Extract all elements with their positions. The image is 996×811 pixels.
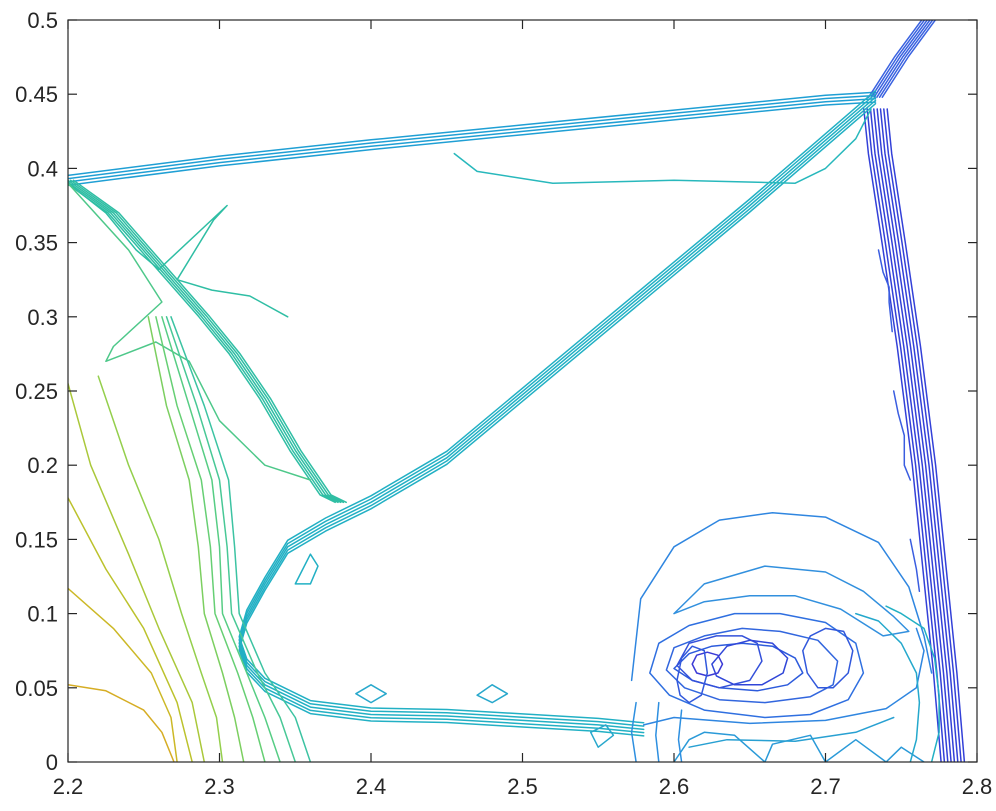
contour-vortex-side-3 bbox=[688, 716, 895, 748]
contour-incident-shock-3 bbox=[68, 94, 877, 180]
contour-mach-stem-6 bbox=[879, 108, 959, 762]
x-tick-label: 2.3 bbox=[204, 774, 235, 799]
contour-wall-blob-1 bbox=[589, 724, 615, 748]
y-tick-label: 0.25 bbox=[15, 379, 58, 404]
contour-vortex-bottom-2 bbox=[673, 731, 925, 762]
y-tick-label: 0.5 bbox=[27, 8, 58, 33]
contour-wall-blob-3 bbox=[476, 684, 509, 704]
contour-fan-4 bbox=[155, 316, 266, 762]
contour-fan-6 bbox=[97, 375, 224, 762]
contour-incident-shock-4 bbox=[68, 91, 877, 177]
x-tick-label: 2.6 bbox=[659, 774, 690, 799]
contour-reflected-upper-3 bbox=[873, 20, 928, 98]
contour-mach-stem-5 bbox=[876, 108, 956, 762]
y-tick-label: 0.35 bbox=[15, 231, 58, 256]
y-tick-label: 0.1 bbox=[27, 602, 58, 627]
contour-vortex-side-5 bbox=[655, 701, 660, 762]
contour-vortex-arc bbox=[673, 565, 910, 637]
contour-mach-stem-2 bbox=[866, 108, 946, 762]
contour-mach-stem-7 bbox=[883, 108, 962, 762]
contour-curved-shock-2 bbox=[68, 181, 339, 504]
contour-spike-lower bbox=[68, 182, 312, 481]
contour-mach-stem-4 bbox=[873, 108, 952, 762]
contour-vortex-side-1 bbox=[885, 605, 940, 762]
contour-reflected-upper-2 bbox=[870, 20, 926, 98]
contour-vortex-side-4 bbox=[630, 701, 637, 762]
contour-fan-3 bbox=[161, 316, 281, 762]
y-tick-labels: 0 0.05 0.1 0.15 0.2 0.25 0.3 0.35 0.4 0.45 0.5 bbox=[15, 8, 58, 775]
contour-curved-shock-5 bbox=[72, 179, 347, 504]
contour-fan-8 bbox=[68, 497, 193, 762]
x-tick-label: 2.2 bbox=[53, 774, 84, 799]
contour-mach-stem-ripple-1 bbox=[877, 249, 893, 333]
contour-vortex-ring-2 bbox=[665, 627, 839, 704]
contour-mach-stem-1 bbox=[863, 108, 942, 762]
contour-reflected-upper-4 bbox=[876, 20, 931, 98]
y-tick-label: 0.45 bbox=[15, 82, 58, 107]
x-tick-labels: 2.2 2.3 2.4 2.5 2.6 2.7 2.8 bbox=[53, 774, 993, 799]
contour-vortex-core bbox=[691, 651, 724, 677]
contour-lines bbox=[68, 20, 966, 762]
x-tick-label: 2.5 bbox=[507, 774, 538, 799]
contour-vortex-left-ring bbox=[676, 645, 709, 704]
contour-vortex-side-2 bbox=[855, 612, 921, 762]
y-tick-label: 0.15 bbox=[15, 527, 58, 552]
contour-reflected-upper-5 bbox=[878, 20, 934, 98]
x-tick-label: 2.8 bbox=[962, 774, 993, 799]
contour-vortex-side-6 bbox=[677, 709, 683, 762]
contour-lower-left-blob bbox=[294, 553, 319, 585]
x-tick-label: 2.7 bbox=[810, 774, 841, 799]
contour-vortex-right-ring bbox=[802, 627, 854, 689]
contour-slip-line-2 bbox=[238, 99, 877, 734]
x-tick-label: 2.4 bbox=[356, 774, 387, 799]
contour-fan-10 bbox=[68, 684, 175, 762]
contour-incident-shock-2 bbox=[68, 98, 877, 183]
y-tick-label: 0.2 bbox=[27, 453, 58, 478]
y-tick-label: 0.3 bbox=[27, 305, 58, 330]
contour-vortex-outer bbox=[630, 511, 933, 682]
contour-slip-line-4 bbox=[238, 93, 877, 727]
contour-slip-line-3 bbox=[238, 96, 877, 731]
contour-fan-7 bbox=[68, 382, 206, 762]
contour-mach-stem-8 bbox=[886, 108, 966, 762]
contour-incident-shock-1 bbox=[68, 101, 877, 186]
contour-curved-shock-3 bbox=[68, 179, 342, 504]
contour-spike-upper bbox=[68, 182, 289, 318]
y-tick-label: 0.4 bbox=[27, 156, 58, 181]
contour-fan-2 bbox=[165, 316, 297, 762]
contour-slip-line-1 bbox=[238, 102, 877, 737]
contour-wall-blob-2 bbox=[355, 684, 387, 704]
contour-reflected-upper-1 bbox=[867, 20, 923, 98]
y-tick-label: 0 bbox=[46, 750, 58, 775]
contour-fan-9 bbox=[68, 587, 178, 762]
contour-upper-region bbox=[453, 108, 872, 184]
contour-mach-stem-ripple-3 bbox=[909, 538, 921, 593]
contour-mach-stem-ripple-2 bbox=[892, 390, 912, 481]
axis-ticks bbox=[67, 19, 978, 763]
y-tick-label: 0.05 bbox=[15, 676, 58, 701]
contour-fan-1 bbox=[170, 316, 312, 762]
contour-vortex-bottom-1 bbox=[642, 627, 925, 726]
contour-vortex-ring-5 bbox=[711, 639, 789, 686]
contour-mach-stem-3 bbox=[869, 108, 949, 762]
contour-vortex-ring-1 bbox=[649, 612, 865, 719]
contour-reflected-upper-6 bbox=[881, 20, 937, 98]
contour-vortex-ring-4 bbox=[676, 635, 763, 689]
contour-curved-shock-4 bbox=[69, 179, 345, 504]
contour-fan-5 bbox=[147, 316, 245, 762]
